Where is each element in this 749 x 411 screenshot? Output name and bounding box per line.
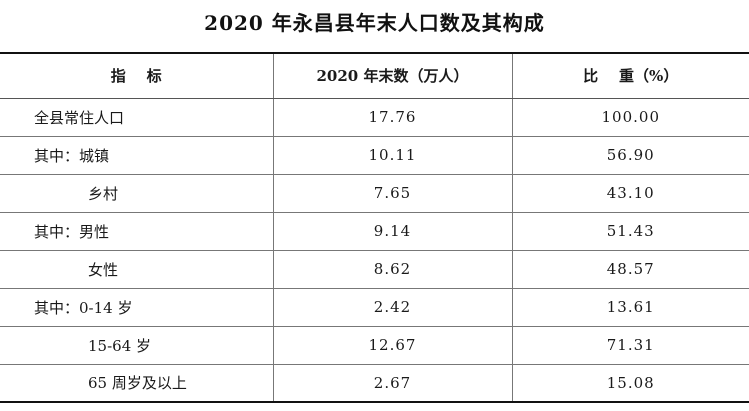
row-label: 女性 [0,250,273,289]
row-value: 9.14 [272,212,512,251]
row-value: 2.67 [272,364,512,403]
row-share: 71.31 [511,326,749,365]
row-value: 8.62 [272,250,512,289]
row-share: 15.08 [511,364,749,403]
table-row: 其中：城镇 10.11 56.90 [0,136,749,175]
table-row: 15-64 岁 12.67 71.31 [0,326,749,365]
table-row: 乡村 7.65 43.10 [0,174,749,213]
row-share: 48.57 [511,250,749,289]
row-share: 100.00 [511,98,749,137]
row-value: 10.11 [272,136,512,175]
row-share: 56.90 [511,136,749,175]
row-share: 51.43 [511,212,749,251]
table-row: 65 周岁及以上 2.67 15.08 [0,364,749,403]
row-label: 其中：0-14 岁 [0,288,273,327]
table-row: 其中：男性 9.14 51.43 [0,212,749,251]
row-label: 其中：城镇 [0,136,273,175]
row-value: 17.76 [272,98,512,137]
row-value: 7.65 [272,174,512,213]
table-body: 全县常住人口 17.76 100.00 其中：城镇 10.11 56.90 乡村 7.65 43… [0,98,749,403]
table-row: 其中：0-14 岁 2.42 13.61 [0,288,749,327]
header-row: 指 标 2020 年末数（万人） 比 重（%） [0,52,749,99]
row-label: 其中：男性 [0,212,273,251]
table-title: 2020 年永昌县年末人口数及其构成 [204,11,545,35]
row-value: 12.67 [272,326,512,365]
population-table: 指 标 2020 年末数（万人） 比 重（%） 全县常住人口 17.76 100.0… [0,52,749,403]
row-label: 全县常住人口 [0,98,273,137]
row-label: 15-64 岁 [0,326,273,365]
row-label: 65 周岁及以上 [0,364,273,403]
row-label: 乡村 [0,174,273,213]
row-share: 43.10 [511,174,749,213]
table-row: 全县常住人口 17.76 100.00 [0,98,749,137]
row-value: 2.42 [272,288,512,327]
header-year-end-count: 2020 年末数（万人） [272,52,512,99]
header-share: 比 重（%） [511,52,749,99]
table-row: 女性 8.62 48.57 [0,250,749,289]
row-share: 13.61 [511,288,749,327]
header-indicator: 指 标 [0,52,273,99]
